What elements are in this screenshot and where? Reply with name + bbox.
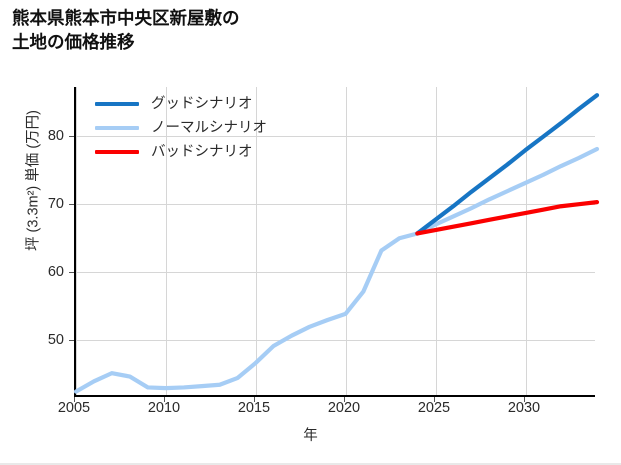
legend-swatch-normal <box>95 126 139 130</box>
ytick-label-80: 80 <box>47 128 64 144</box>
legend-item-good: グッドシナリオ <box>95 92 267 116</box>
legend-swatch-bad <box>95 150 139 154</box>
ytick-mark-50 <box>69 340 74 341</box>
gridline-y-80 <box>76 136 595 137</box>
gridline-x-2005 <box>76 87 77 395</box>
gridline-y-60 <box>76 272 595 273</box>
chart-legend: グッドシナリオ ノーマルシナリオ バッドシナリオ <box>95 92 267 164</box>
xtick-label-2005: 2005 <box>57 400 91 416</box>
xtick-mark-2010 <box>164 397 165 402</box>
ytick-mark-70 <box>69 204 74 205</box>
xtick-mark-2025 <box>434 397 435 402</box>
ytick-mark-80 <box>69 136 74 137</box>
legend-item-bad: バッドシナリオ <box>95 140 267 164</box>
legend-label-good: グッドシナリオ <box>151 95 253 112</box>
line-bad-scenario <box>415 200 600 236</box>
ytick-mark-60 <box>69 272 74 273</box>
xtick-label-2020: 2020 <box>327 400 361 416</box>
xtick-mark-2015 <box>254 397 255 402</box>
line-normal-scenario <box>73 146 600 394</box>
xtick-mark-2005 <box>74 397 75 402</box>
gridline-x-2015 <box>256 87 257 395</box>
xtick-label-2030: 2030 <box>507 400 541 416</box>
gridline-x-2020 <box>346 87 347 395</box>
x-axis-title: 年 <box>303 428 318 444</box>
footer-divider <box>0 463 621 465</box>
chart-title: 熊本県熊本市中央区新屋敷の 土地の価格推移 <box>12 8 240 53</box>
legend-label-normal: ノーマルシナリオ <box>151 119 267 136</box>
y-axis-title: 坪 (3.3m²) 単価 (万円) <box>25 110 42 251</box>
xtick-label-2015: 2015 <box>237 400 271 416</box>
gridline-y-50 <box>76 340 595 341</box>
legend-swatch-good <box>95 102 139 106</box>
gridline-x-2010 <box>166 87 167 395</box>
gridline-x-2030 <box>526 87 527 395</box>
xtick-mark-2020 <box>344 397 345 402</box>
xtick-label-2025: 2025 <box>417 400 451 416</box>
plot-area <box>73 87 600 397</box>
ytick-label-60: 60 <box>47 264 64 280</box>
series-layer <box>73 93 600 394</box>
legend-item-normal: ノーマルシナリオ <box>95 116 267 140</box>
legend-label-bad: バッドシナリオ <box>151 143 253 160</box>
xtick-label-2010: 2010 <box>147 400 181 416</box>
ytick-label-50: 50 <box>47 332 64 348</box>
gridline-x-2025 <box>436 87 437 395</box>
line-good-scenario <box>415 93 600 236</box>
ytick-label-70: 70 <box>47 196 64 212</box>
gridline-y-70 <box>76 204 595 205</box>
xtick-mark-2030 <box>524 397 525 402</box>
